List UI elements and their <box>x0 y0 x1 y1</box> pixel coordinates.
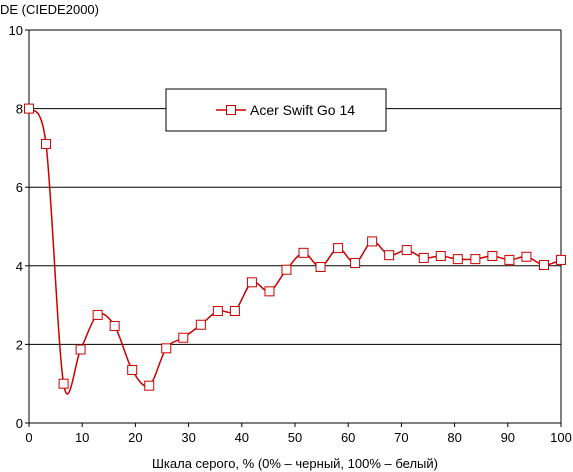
grid-lines <box>29 29 561 345</box>
data-point-28 <box>504 254 515 265</box>
data-point-24 <box>435 250 446 261</box>
y-tick-label-10: 10 <box>9 23 23 38</box>
data-point-26 <box>470 254 481 265</box>
x-tick-label-30: 30 <box>181 430 195 445</box>
data-point-19 <box>350 258 361 269</box>
data-point-7 <box>144 380 155 391</box>
x-tick-label-40: 40 <box>235 430 249 445</box>
data-point-2 <box>58 378 69 389</box>
data-point-20 <box>367 236 378 247</box>
x-tick-label-20: 20 <box>128 430 142 445</box>
legend-marker <box>226 105 236 115</box>
data-point-5 <box>109 320 120 331</box>
data-point-1 <box>41 138 52 149</box>
data-point-3 <box>75 344 86 355</box>
data-point-6 <box>127 364 138 375</box>
data-point-16 <box>298 247 309 258</box>
y-axis-title: DE (CIEDE2000) <box>0 2 99 17</box>
y-tick-label-8: 8 <box>16 102 23 117</box>
data-point-31 <box>556 254 566 265</box>
x-tick-label-70: 70 <box>394 430 408 445</box>
y-tick-label-0: 0 <box>16 416 23 431</box>
x-tick-label-100: 100 <box>550 430 572 445</box>
data-point-22 <box>401 245 412 256</box>
data-point-23 <box>418 252 429 263</box>
data-point-8 <box>161 343 172 354</box>
x-tick-label-0: 0 <box>25 430 32 445</box>
y-tick-label-2: 2 <box>16 337 23 352</box>
data-point-11 <box>212 305 223 316</box>
data-point-25 <box>452 254 463 265</box>
data-point-13 <box>246 277 257 288</box>
series-group <box>24 103 566 395</box>
data-point-0 <box>24 103 34 114</box>
x-tick-label-10: 10 <box>75 430 89 445</box>
data-point-21 <box>384 250 395 261</box>
data-point-9 <box>178 332 189 343</box>
x-tick-label-90: 90 <box>501 430 515 445</box>
y-tick-label-4: 4 <box>16 259 23 274</box>
legend: Acer Swift Go 14 <box>165 88 387 132</box>
series-line-0 <box>28 108 562 395</box>
legend-series-label: Acer Swift Go 14 <box>250 102 355 118</box>
data-point-4 <box>92 309 103 320</box>
data-point-14 <box>264 286 275 297</box>
x-tick-label-50: 50 <box>288 430 302 445</box>
data-point-15 <box>281 264 292 275</box>
data-point-17 <box>315 261 326 272</box>
data-point-18 <box>333 243 344 254</box>
legend-box <box>165 88 387 132</box>
data-point-29 <box>521 251 532 262</box>
x-axis-title: Шкала серого, % (0% – черный, 100% – бел… <box>152 456 438 471</box>
data-point-27 <box>487 250 498 261</box>
y-tick-label-6: 6 <box>16 180 23 195</box>
data-point-12 <box>229 305 240 316</box>
data-point-10 <box>195 319 206 330</box>
x-tick-label-60: 60 <box>341 430 355 445</box>
x-tick-label-80: 80 <box>447 430 461 445</box>
data-point-30 <box>538 260 549 271</box>
